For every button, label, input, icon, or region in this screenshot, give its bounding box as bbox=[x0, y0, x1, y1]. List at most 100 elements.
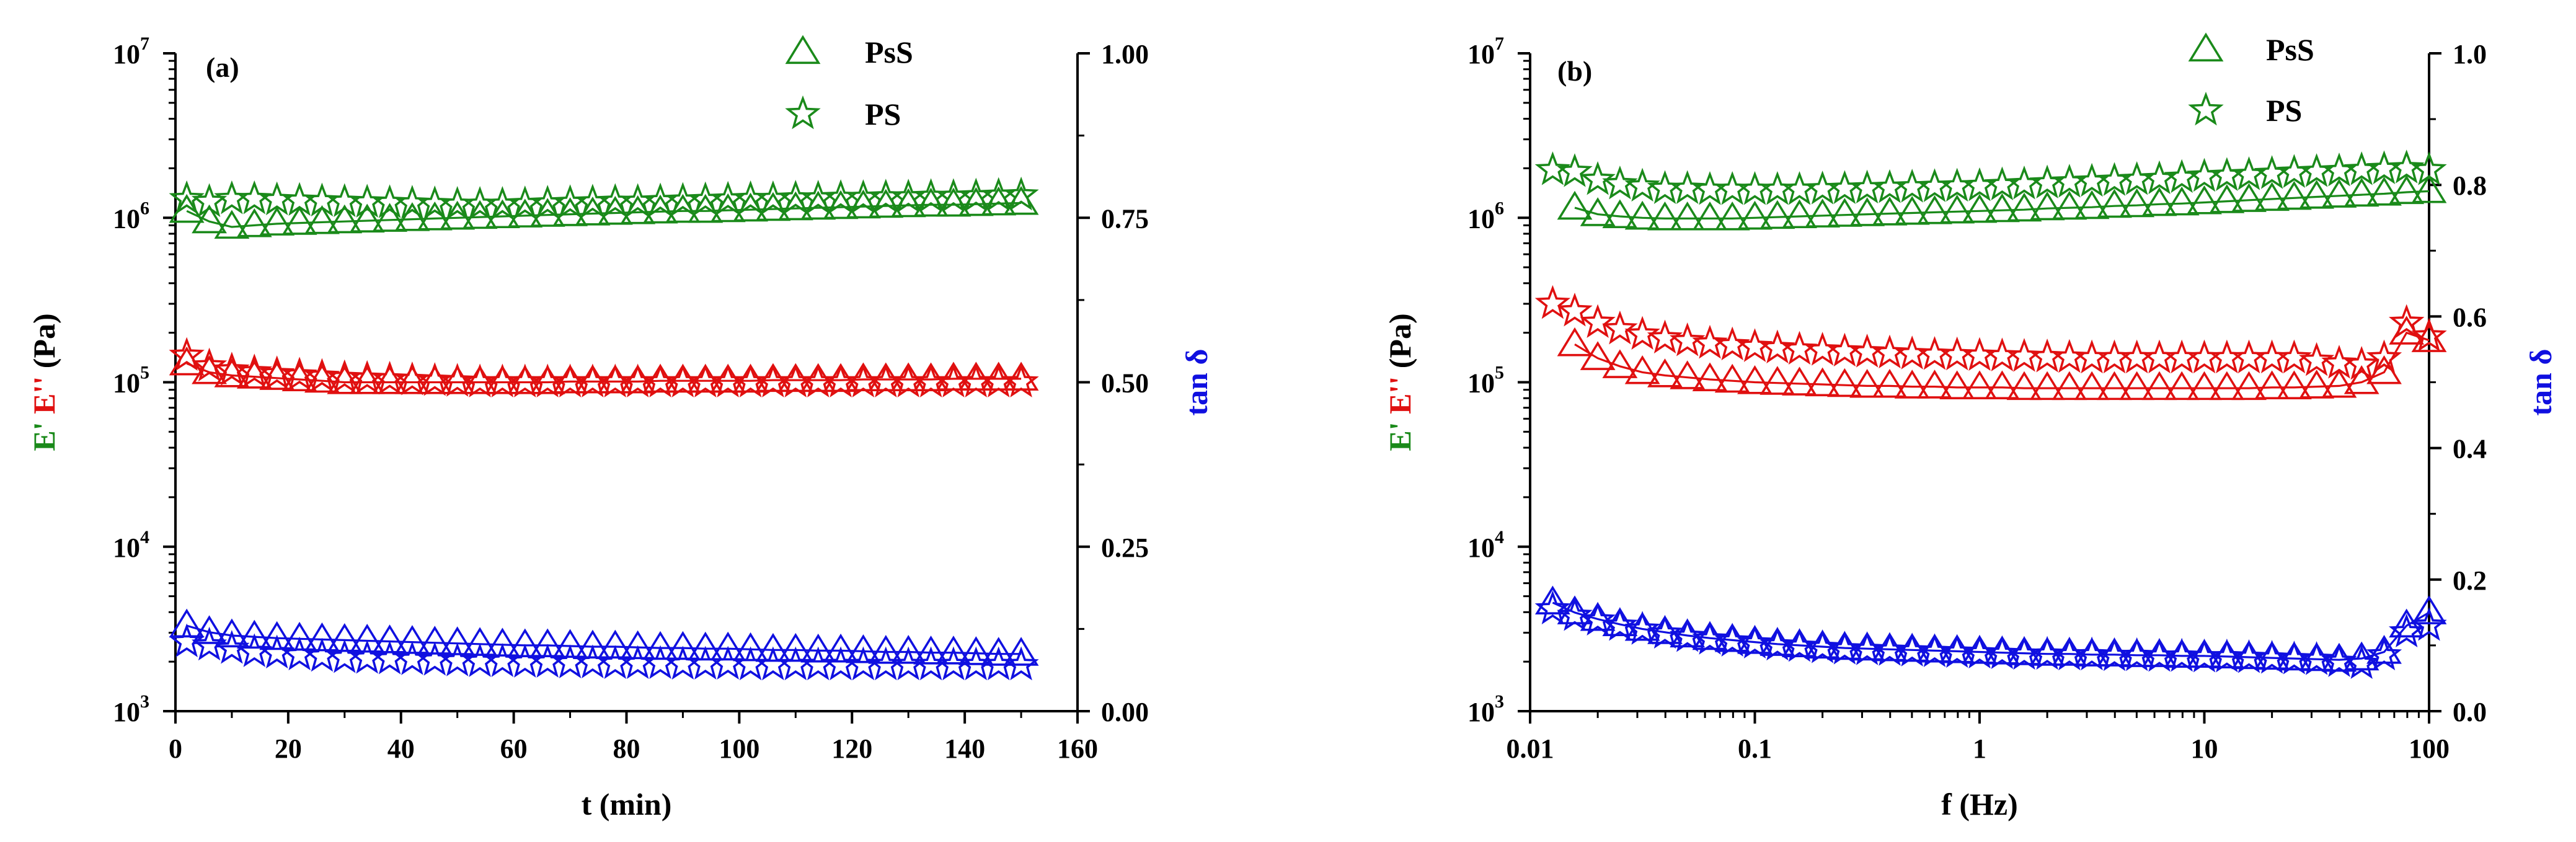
data-point bbox=[1962, 370, 1998, 399]
data-point bbox=[1670, 360, 1706, 389]
data-point bbox=[1534, 151, 1571, 185]
series-line bbox=[186, 624, 1022, 655]
data-point bbox=[2276, 370, 2312, 399]
data-point bbox=[2411, 151, 2447, 185]
data-point bbox=[327, 204, 363, 234]
data-point bbox=[1872, 197, 1908, 226]
data-point bbox=[1670, 618, 1706, 648]
y-tick-base: 10 bbox=[113, 533, 140, 563]
data-point bbox=[214, 618, 250, 648]
data-point bbox=[2231, 640, 2267, 670]
data-point bbox=[529, 365, 565, 394]
data-point bbox=[281, 636, 317, 671]
legend-label: PS bbox=[2266, 93, 2302, 128]
data-point bbox=[1580, 341, 1616, 370]
data-point bbox=[2187, 185, 2222, 215]
data-point bbox=[2141, 371, 2177, 401]
data-point bbox=[1737, 365, 1773, 394]
data-point bbox=[1602, 606, 1638, 641]
x-tick-label: 0.1 bbox=[1738, 733, 1772, 764]
data-point bbox=[2411, 595, 2447, 624]
data-point bbox=[236, 619, 272, 649]
y2-tick-label: 0.75 bbox=[1101, 203, 1149, 234]
x-tick-label: 140 bbox=[944, 733, 985, 764]
panel-label: (a) bbox=[206, 51, 239, 83]
data-point bbox=[2029, 191, 2065, 221]
data-point bbox=[1759, 200, 1795, 229]
data-point bbox=[394, 625, 430, 654]
data-point bbox=[1984, 193, 2020, 223]
data-point bbox=[2299, 641, 2335, 675]
data-point bbox=[2321, 368, 2357, 398]
y-tick-base: 10 bbox=[1467, 533, 1495, 563]
series-line bbox=[1574, 331, 2430, 389]
data-point bbox=[1557, 327, 1593, 357]
data-point bbox=[349, 624, 385, 653]
x-tick-label: 100 bbox=[2409, 733, 2450, 764]
data-point bbox=[597, 629, 633, 659]
data-point bbox=[2074, 371, 2110, 401]
data-point bbox=[2231, 339, 2267, 374]
legend-label: PsS bbox=[865, 35, 913, 69]
legend-label: PS bbox=[865, 97, 901, 131]
x-tick-label: 160 bbox=[1057, 733, 1098, 764]
data-point bbox=[1534, 285, 1571, 319]
axes: 0.01 0.1 1 10 1001031041051061070.00.20.40.6… bbox=[1467, 33, 2487, 764]
data-point bbox=[2029, 371, 2065, 401]
data-point bbox=[1849, 169, 1885, 204]
y-tick-label: 104 bbox=[113, 527, 149, 563]
data-point bbox=[2006, 371, 2042, 401]
data-point bbox=[2276, 180, 2312, 210]
data-point bbox=[1714, 326, 1750, 361]
data-point bbox=[259, 355, 295, 389]
data-point bbox=[2231, 183, 2267, 212]
data-point bbox=[1557, 597, 1593, 631]
data-point bbox=[236, 633, 272, 667]
data-point bbox=[192, 204, 227, 234]
legend-marker-star bbox=[2188, 91, 2224, 126]
data-point bbox=[169, 608, 205, 638]
y-tick-label: 107 bbox=[1467, 33, 1504, 69]
data-point bbox=[192, 615, 227, 644]
data-point bbox=[214, 630, 250, 664]
data-point bbox=[529, 628, 565, 657]
data-point bbox=[800, 633, 836, 663]
series-ps-1 bbox=[169, 176, 1039, 220]
data-point bbox=[2344, 645, 2379, 679]
data-point bbox=[620, 630, 656, 660]
data-point bbox=[1939, 370, 1975, 399]
data-point bbox=[1894, 370, 1930, 399]
data-point bbox=[2187, 371, 2222, 401]
data-point bbox=[1624, 611, 1660, 645]
x-tick-label: 0 bbox=[169, 733, 182, 764]
data-point bbox=[1826, 198, 1862, 227]
x-tick-label: 40 bbox=[387, 733, 415, 764]
data-point bbox=[1692, 201, 1728, 231]
panel-a-chart: 0 20 40 60 80 100 120 140 1601031041051061070.00… bbox=[27, 33, 1214, 822]
data-point bbox=[2097, 371, 2132, 401]
data-point bbox=[1917, 370, 1952, 399]
data-point bbox=[2006, 192, 2042, 222]
data-point bbox=[1826, 368, 1862, 397]
data-point bbox=[462, 365, 498, 394]
data-point bbox=[2209, 184, 2245, 213]
data-point bbox=[2141, 160, 2177, 195]
y-axis-title: E' E'' (Pa) bbox=[27, 313, 61, 451]
data-point bbox=[2052, 190, 2087, 220]
data-point bbox=[191, 183, 228, 218]
y-tick-label: 107 bbox=[113, 33, 149, 69]
x-tick-label: 80 bbox=[613, 733, 640, 764]
y-tick-label: 105 bbox=[113, 363, 149, 399]
data-point bbox=[710, 180, 746, 215]
data-point bbox=[1782, 199, 1817, 229]
data-point bbox=[868, 635, 904, 664]
data-point bbox=[1647, 319, 1683, 354]
data-point bbox=[2164, 159, 2200, 193]
data-point bbox=[1962, 193, 1998, 223]
data-point bbox=[1804, 171, 1841, 205]
data-point bbox=[2006, 165, 2042, 200]
y-tick-label: 104 bbox=[1467, 527, 1504, 563]
data-point bbox=[349, 203, 385, 233]
data-point bbox=[2389, 175, 2425, 205]
